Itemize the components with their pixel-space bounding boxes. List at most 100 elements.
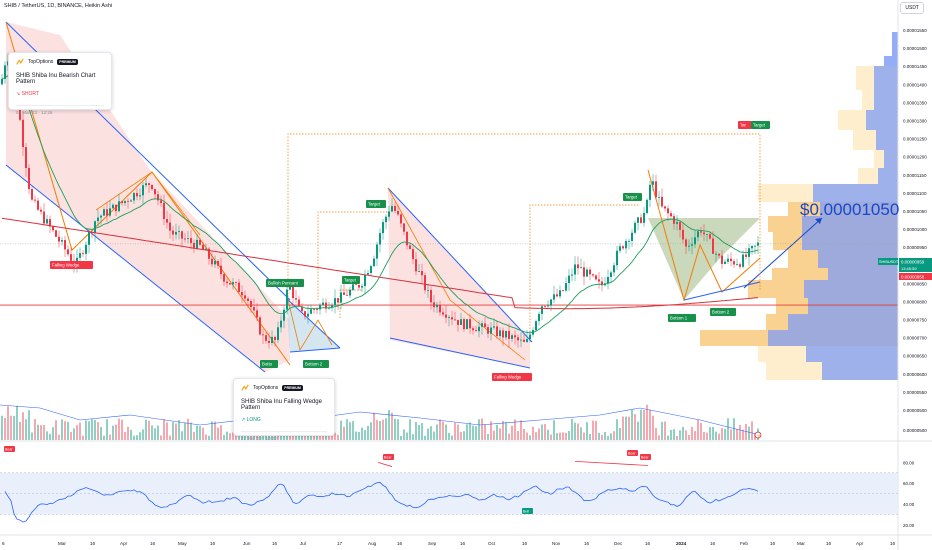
candle (622, 245, 624, 250)
candle (28, 164, 30, 194)
candle (181, 230, 183, 248)
candle-body (595, 275, 597, 280)
candle-body (136, 192, 138, 197)
candle-body (757, 242, 759, 246)
volume-bar (595, 420, 597, 440)
candle-body (46, 219, 48, 224)
candle-body (280, 320, 282, 328)
rsi-signal-label: Bear (5, 448, 13, 452)
candle-body (502, 330, 504, 338)
candle-body (25, 147, 27, 169)
ema-red-line (1, 217, 759, 310)
volume-profile-bar (788, 314, 898, 330)
candle-body (463, 319, 465, 330)
zigzag-pattern-2 (95, 171, 201, 236)
volume-bar (73, 428, 75, 440)
candle (37, 197, 39, 212)
candle-body (178, 231, 180, 233)
candle-body (649, 184, 651, 200)
candle-body (460, 319, 462, 325)
candle-body (589, 269, 591, 275)
idea-card-bearish[interactable]: TopOptions PREMIUM SHIB Shiba Inu Bearis… (8, 52, 112, 115)
candle (1, 73, 3, 86)
candle-body (433, 302, 435, 308)
volume-bar (505, 422, 507, 440)
candle-body (148, 183, 150, 185)
candle (409, 242, 411, 250)
candle (169, 213, 171, 239)
candle (646, 198, 648, 215)
candle-body (442, 312, 444, 315)
candle-body (64, 240, 66, 250)
volume-bar (454, 422, 456, 440)
rsi-tick-label: 20.00 (903, 523, 915, 528)
rsi-signal-label: Bear (628, 452, 636, 456)
currency-button[interactable]: USDT (900, 2, 924, 14)
candle-body (82, 253, 84, 254)
volume-profile-bar (892, 32, 898, 56)
candle-body (298, 299, 300, 307)
candle (295, 289, 297, 304)
candle (145, 177, 147, 188)
candle (343, 284, 345, 296)
candle (304, 310, 306, 320)
time-tick-label: Dec (614, 541, 623, 546)
idea-card-falling-wedge[interactable]: TopOptions PREMIUM SHIB Shiba Inu Fallin… (233, 378, 335, 441)
volume-bar (64, 421, 66, 440)
pattern-badge (303, 360, 329, 368)
candle (481, 320, 483, 335)
candle (70, 247, 72, 263)
volume-bar (244, 434, 246, 440)
price-tick-label: 0.00001100 (903, 191, 927, 196)
candle (583, 261, 585, 286)
candle-body (712, 238, 714, 254)
candle (337, 298, 339, 311)
volume-bar (607, 435, 609, 440)
volume-bar (196, 425, 198, 440)
target-price-text: $0.00001050 (800, 200, 899, 219)
volume-bar (610, 433, 612, 440)
candle (562, 289, 564, 292)
pattern-badge (710, 308, 736, 316)
candle (274, 335, 276, 347)
candle (715, 251, 717, 263)
candle (439, 300, 441, 316)
pennant-lower-line (289, 347, 341, 353)
volume-bar (706, 432, 708, 440)
candle (433, 295, 435, 313)
candle (157, 190, 159, 206)
candle (541, 305, 543, 321)
price-tick-label: 0.00001000 (903, 227, 927, 232)
time-tick-label: 17 (337, 541, 343, 546)
candle (229, 282, 231, 285)
volume-profile-bar (802, 216, 898, 232)
candle-body (244, 295, 246, 299)
price-tick-label: 0.00001050 (903, 209, 927, 214)
candle-body (544, 306, 546, 308)
candle (445, 305, 447, 324)
candle-body (283, 309, 285, 321)
last-price-tag: 0.00000959 (901, 260, 925, 265)
volume-bar (589, 434, 591, 440)
candle (556, 288, 558, 298)
candle-body (697, 231, 699, 238)
candle-body (571, 274, 573, 276)
candle-body (493, 326, 495, 328)
candle-body (253, 307, 255, 311)
wedge-lower-line (389, 337, 531, 369)
symbol-tag-bg (878, 258, 898, 265)
candle (220, 257, 222, 280)
volume-bar (31, 432, 33, 440)
candle (226, 277, 228, 288)
volume-bar (679, 430, 681, 440)
candle (40, 206, 42, 215)
volume-bar (751, 421, 753, 440)
volume-bar (364, 430, 366, 440)
volume-bar (208, 435, 210, 440)
volume-bar (352, 421, 354, 440)
candle (640, 213, 642, 224)
volume-bar (133, 435, 135, 440)
candle (628, 238, 630, 250)
candle (574, 256, 576, 282)
